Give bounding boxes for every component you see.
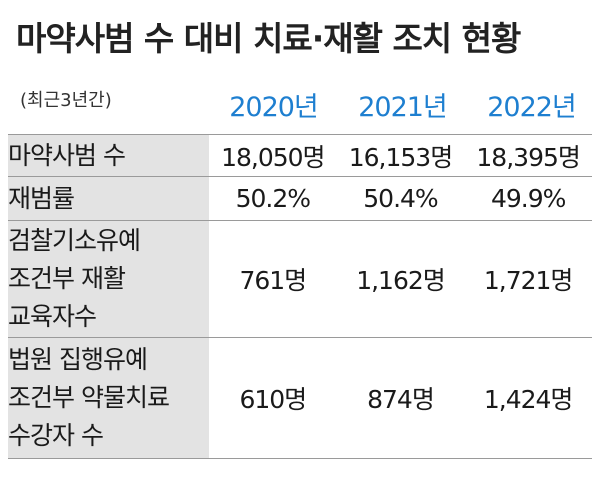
year-header: 2020년 2021년 2022년 [209, 86, 596, 130]
table-cell: 50.2% [209, 176, 337, 221]
table-cell: 1,424명 [464, 337, 592, 459]
table-cell: 610명 [209, 337, 337, 459]
table-row: 마약사범 수 18,050명 16,153명 18,395명 [8, 134, 592, 177]
year-header-2021: 2021년 [358, 92, 448, 123]
row-label: 검찰기소유예 조건부 재활 교육자수 [8, 220, 209, 338]
table-cell: 18,050명 [209, 134, 337, 177]
table-cell: 18,395명 [464, 134, 592, 177]
table-cell: 1,721명 [464, 220, 592, 338]
table-cell: 1,162명 [336, 220, 465, 338]
table-cell: 50.4% [336, 176, 465, 221]
table-cell: 761명 [209, 220, 337, 338]
row-label: 법원 집행유예 조건부 약물치료 수강자 수 [8, 337, 209, 459]
row-label: 마약사범 수 [8, 134, 209, 177]
year-header-2020: 2020년 [229, 92, 319, 123]
table-row: 검찰기소유예 조건부 재활 교육자수 761명 1,162명 1,721명 [8, 220, 592, 338]
table-cell: 49.9% [464, 176, 592, 221]
table-row: 재범률 50.2% 50.4% 49.9% [8, 176, 592, 221]
period-note: (최근3년간) [20, 90, 112, 111]
table-cell: 874명 [336, 337, 465, 459]
table-cell: 16,153명 [336, 134, 465, 177]
year-header-2022: 2022년 [487, 92, 577, 123]
stats-table: 마약사범 수 18,050명 16,153명 18,395명 재범률 50.2%… [8, 134, 592, 459]
page-title: 마약사범 수 대비 치료·재활 조치 현황 [16, 19, 521, 58]
row-label: 재범률 [8, 176, 209, 221]
table-row: 법원 집행유예 조건부 약물치료 수강자 수 610명 874명 1,424명 [8, 337, 592, 459]
